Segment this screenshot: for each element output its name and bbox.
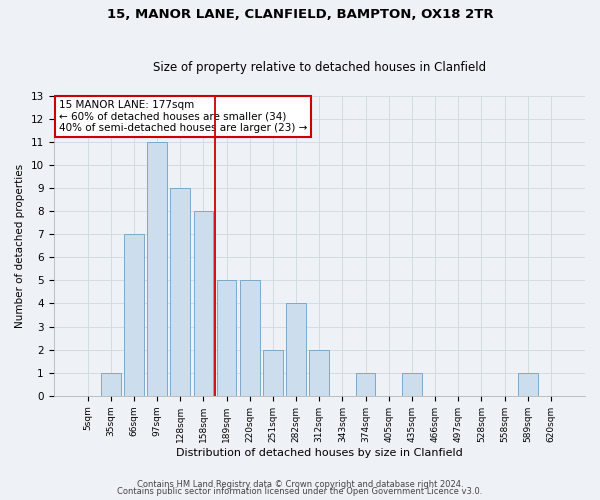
Bar: [402, 372, 422, 396]
Bar: [263, 350, 283, 396]
Bar: [356, 372, 376, 396]
Bar: [518, 372, 538, 396]
X-axis label: Distribution of detached houses by size in Clanfield: Distribution of detached houses by size …: [176, 448, 463, 458]
Y-axis label: Number of detached properties: Number of detached properties: [15, 164, 25, 328]
Bar: [101, 372, 121, 396]
Text: Contains public sector information licensed under the Open Government Licence v3: Contains public sector information licen…: [118, 487, 482, 496]
Text: Contains HM Land Registry data © Crown copyright and database right 2024.: Contains HM Land Registry data © Crown c…: [137, 480, 463, 489]
Bar: [310, 350, 329, 396]
Bar: [147, 142, 167, 396]
Bar: [240, 280, 260, 396]
Text: 15, MANOR LANE, CLANFIELD, BAMPTON, OX18 2TR: 15, MANOR LANE, CLANFIELD, BAMPTON, OX18…: [107, 8, 493, 20]
Title: Size of property relative to detached houses in Clanfield: Size of property relative to detached ho…: [153, 60, 486, 74]
Bar: [217, 280, 236, 396]
Text: 15 MANOR LANE: 177sqm
← 60% of detached houses are smaller (34)
40% of semi-deta: 15 MANOR LANE: 177sqm ← 60% of detached …: [59, 100, 307, 133]
Bar: [286, 304, 306, 396]
Bar: [170, 188, 190, 396]
Bar: [194, 211, 213, 396]
Bar: [124, 234, 144, 396]
